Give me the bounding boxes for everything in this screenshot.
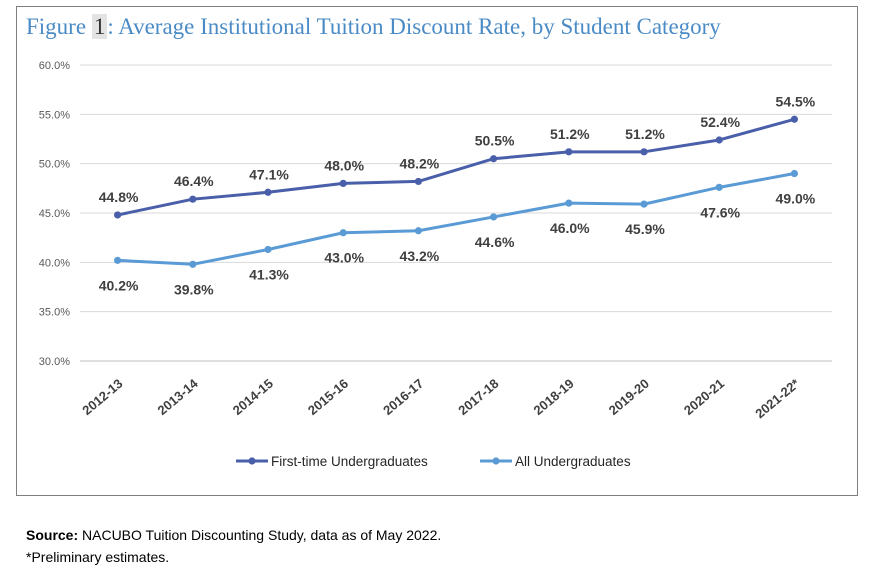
legend-swatch-marker — [248, 457, 256, 465]
data-point — [490, 213, 498, 221]
data-label: 39.8% — [174, 281, 214, 297]
x-tick-label: 2021-22* — [752, 375, 803, 421]
data-point — [114, 256, 122, 264]
data-label: 46.0% — [550, 220, 590, 236]
source-line: Source: NACUBO Tuition Discounting Study… — [26, 524, 441, 546]
footnote: *Preliminary estimates. — [26, 549, 170, 565]
data-point — [264, 188, 272, 196]
data-point — [715, 183, 723, 191]
x-tick-label: 2019-20 — [606, 376, 652, 418]
data-label: 47.1% — [249, 166, 289, 182]
legend-swatch-marker — [492, 457, 500, 465]
x-tick-label: 2016-17 — [380, 376, 426, 418]
series-line — [116, 172, 796, 266]
data-label: 51.2% — [625, 126, 665, 142]
x-tick-label: 2018-19 — [531, 376, 577, 418]
data-label: 54.5% — [776, 93, 816, 109]
line-chart: 30.0% 35.0% 40.0% 45.0% 50.0% 55.0% 60.0% 2012… — [39, 60, 832, 469]
y-tick-label: 35.0% — [39, 307, 70, 319]
x-axis: 2012-13 2013-14 2014-15 2015-16 2016-17 2017-… — [79, 360, 832, 421]
legend-label: All Undergraduates — [515, 454, 631, 469]
data-label: 40.2% — [99, 277, 139, 293]
data-point — [790, 115, 799, 123]
x-tick-label: 2020-21 — [681, 376, 727, 418]
data-label: 43.0% — [324, 250, 364, 266]
data-label: 45.9% — [625, 221, 665, 237]
legend-label: First-time Undergraduates — [271, 454, 428, 469]
series-line — [116, 117, 796, 217]
data-point — [189, 195, 197, 203]
data-label: 44.8% — [99, 189, 139, 205]
y-tick-label: 45.0% — [39, 208, 70, 220]
data-point — [339, 229, 347, 237]
data-point — [189, 260, 197, 268]
x-tick-label: 2013-14 — [155, 375, 202, 418]
data-point — [414, 177, 422, 186]
data-point — [565, 148, 573, 156]
data-point — [114, 211, 122, 219]
data-labels: 44.8% 46.4% 47.1% 48.0% 48.2% 50.5% 51.2% 51.2%… — [99, 93, 816, 297]
y-tick-label: 60.0% — [39, 60, 70, 72]
source-label: Source: — [26, 527, 79, 543]
data-label: 52.4% — [700, 114, 740, 130]
figure-frame — [16, 6, 858, 496]
data-label: 50.5% — [475, 133, 515, 149]
data-point — [490, 155, 498, 163]
data-label: 46.4% — [174, 173, 214, 189]
x-tick-label: 2012-13 — [79, 376, 125, 418]
x-tick-label: 2014-15 — [230, 376, 276, 418]
data-point — [565, 199, 573, 207]
series-lines — [114, 115, 799, 268]
x-tick-label: 2015-16 — [305, 376, 351, 418]
legend: First-time Undergraduates All Undergradua… — [236, 454, 631, 469]
data-point — [640, 200, 648, 208]
data-point — [790, 169, 799, 178]
x-tick-label: 2017-18 — [455, 376, 501, 418]
data-point — [715, 136, 723, 144]
y-tick-label: 55.0% — [39, 109, 70, 121]
y-tick-label: 40.0% — [39, 257, 70, 269]
data-label: 44.6% — [475, 234, 515, 250]
data-point — [640, 148, 648, 156]
figure-title: Figure 1: Average Institutional Tuition … — [26, 14, 721, 40]
figure-title-number: 1 — [91, 14, 108, 39]
data-label: 43.2% — [400, 248, 440, 264]
data-label: 49.0% — [776, 191, 816, 207]
data-point — [264, 245, 272, 254]
data-label: 47.6% — [700, 204, 740, 220]
y-tick-label: 30.0% — [39, 356, 70, 368]
source-text: NACUBO Tuition Discounting Study, data a… — [78, 527, 442, 543]
data-label: 41.3% — [249, 267, 289, 283]
chart-footer: Source: NACUBO Tuition Discounting Study… — [26, 524, 441, 568]
data-label: 48.2% — [400, 155, 440, 171]
figure-title-prefix: Figure — [26, 14, 92, 39]
figure-title-text: : Average Institutional Tuition Discount… — [107, 14, 721, 39]
y-tick-label: 50.0% — [39, 159, 70, 171]
data-label: 48.0% — [324, 157, 364, 173]
data-label: 51.2% — [550, 126, 590, 142]
data-point — [414, 227, 422, 235]
y-axis: 30.0% 35.0% 40.0% 45.0% 50.0% 55.0% 60.0% — [39, 60, 70, 368]
data-point — [339, 179, 347, 187]
